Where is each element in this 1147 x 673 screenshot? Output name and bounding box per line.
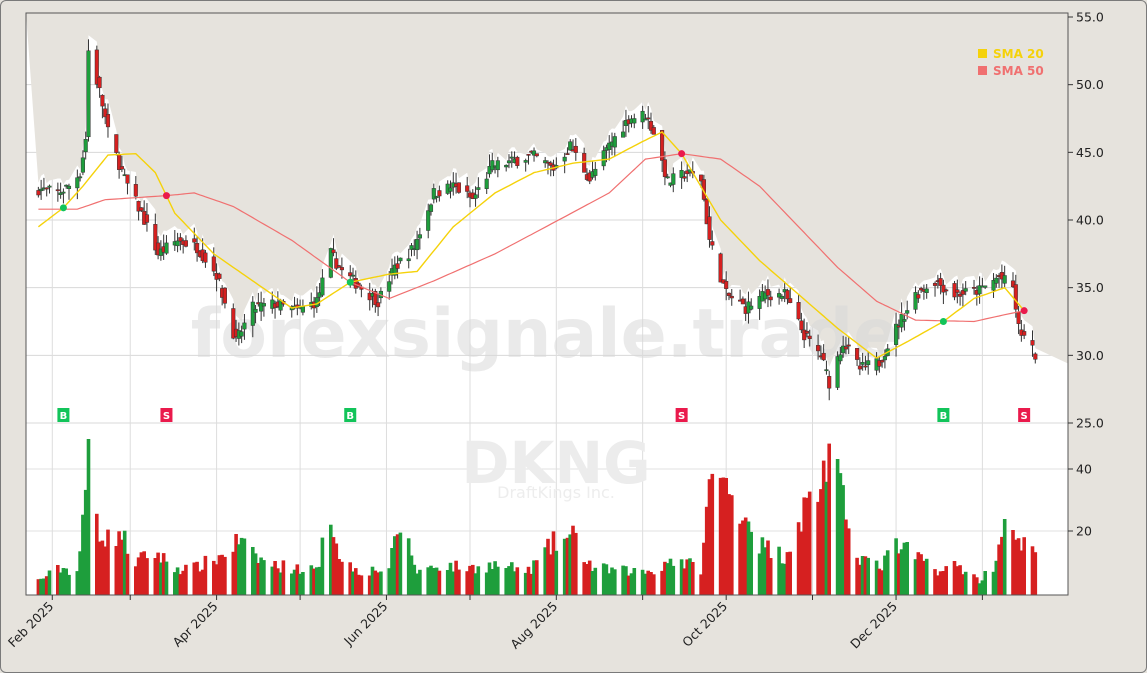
- sma20-line: [37, 131, 1025, 359]
- signal-dot: [59, 204, 67, 212]
- sell-marker: [160, 408, 173, 422]
- signal-label: S: [678, 411, 685, 422]
- date-tick-label: Apr 2025: [169, 599, 220, 650]
- volume-tick-label: 40: [1076, 462, 1092, 477]
- sell-marker: [1018, 408, 1031, 422]
- date-tick-label: Dec 2025: [847, 599, 900, 652]
- signal-dot: [346, 278, 354, 286]
- watermark-ticker: DKNG: [461, 429, 650, 497]
- buy-marker: [344, 408, 357, 422]
- buy-marker: [57, 408, 70, 422]
- legend-label-sma50: SMA 50: [993, 64, 1044, 78]
- price-axis: 55.0 50.0 45.0 40.0 35.0 30.0 25.0: [1068, 10, 1104, 431]
- legend: SMA 20 SMA 50: [978, 47, 1044, 78]
- watermark-site: forexsignale.trade: [191, 295, 900, 374]
- date-tick-label: Aug 2025: [507, 599, 560, 652]
- price-tick-label: 30.0: [1076, 348, 1104, 363]
- signal-dot: [1020, 307, 1028, 315]
- time-axis: Feb 2025 Apr 2025 Jun 2025 Aug 2025 Oct 2025…: [5, 595, 983, 652]
- legend-label-sma20: SMA 20: [993, 47, 1044, 61]
- sma50-line: [38, 153, 1025, 323]
- signal-label: B: [346, 411, 354, 422]
- date-tick-label: Oct 2025: [679, 599, 730, 650]
- signal-label: B: [60, 411, 68, 422]
- signal-dot: [678, 150, 686, 158]
- watermark-company: DraftKings Inc.: [497, 483, 615, 502]
- signal-label: S: [163, 411, 170, 422]
- sell-marker: [675, 408, 688, 422]
- signal-label: B: [940, 411, 948, 422]
- price-tick-label: 45.0: [1076, 145, 1104, 160]
- legend-swatch-sma50: [978, 66, 987, 75]
- legend-swatch-sma20: [978, 49, 987, 58]
- date-tick-label: Feb 2025: [5, 599, 57, 651]
- signal-label: S: [1021, 411, 1028, 422]
- volume-bars: [36, 439, 1038, 595]
- price-tick-label: 50.0: [1076, 77, 1104, 92]
- buy-marker: [937, 408, 950, 422]
- candlesticks: [36, 39, 1038, 401]
- plot-border: [25, 12, 1069, 596]
- signal-dot: [939, 318, 947, 325]
- volume-tick-label: 20: [1076, 524, 1092, 539]
- watermark: forexsignale.trade DKNG DraftKings Inc.: [191, 295, 900, 502]
- price-tick-label: 55.0: [1076, 10, 1104, 25]
- price-tick-label: 40.0: [1076, 213, 1104, 228]
- date-tick-label: Jun 2025: [340, 599, 390, 649]
- volume-axis: 40 20: [1068, 462, 1092, 539]
- price-tick-label: 35.0: [1076, 280, 1104, 295]
- price-tick-label: 25.0: [1076, 416, 1104, 431]
- moving-averages: [37, 131, 1025, 359]
- signal-dot: [162, 192, 170, 200]
- price-area: [26, 13, 1068, 367]
